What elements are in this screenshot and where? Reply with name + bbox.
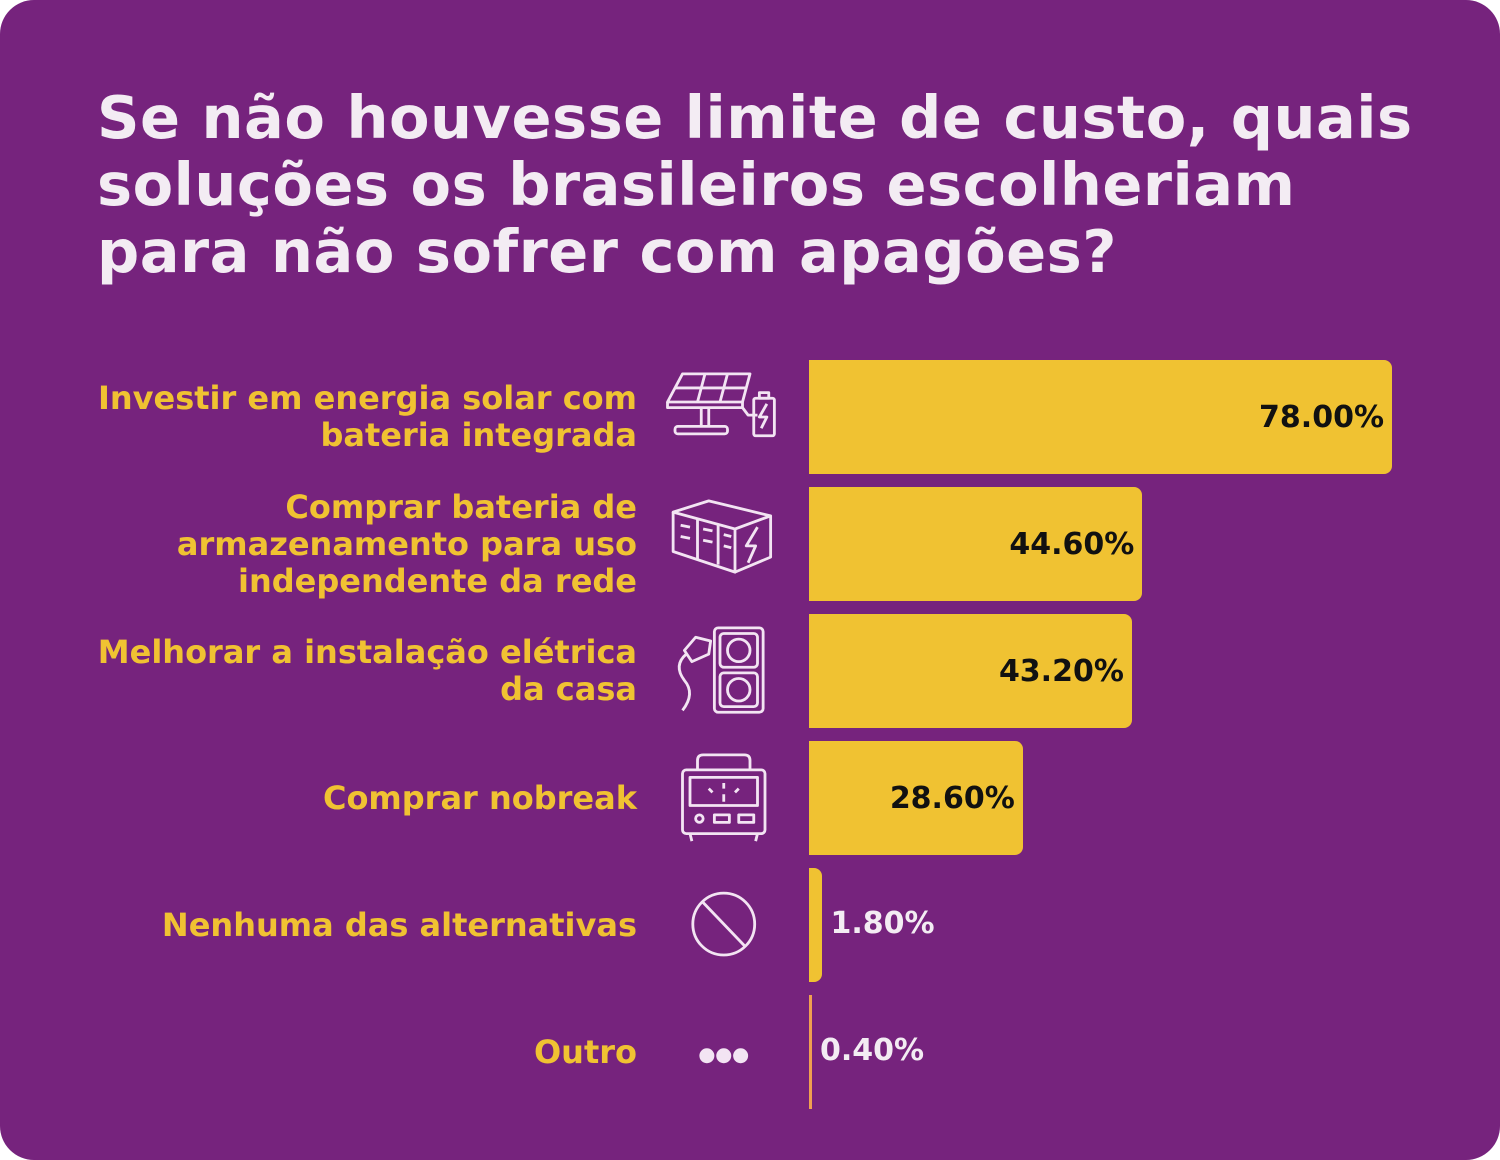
value-label: 1.80%: [830, 905, 935, 941]
value-label: 28.60%: [889, 780, 1015, 816]
battery-storage-icon: [671, 499, 773, 574]
bar: [809, 868, 823, 982]
bar: [809, 741, 1023, 855]
bar: [809, 995, 812, 1109]
chart-title: Se não houvesse limite de custo, quais s…: [97, 83, 1413, 286]
bar-row: Melhorar a instalação elétrica da casa 43…: [0, 614, 1500, 728]
category-label: Melhorar a instalação elétrica da casa: [97, 633, 637, 708]
ellipsis-icon: [699, 1048, 749, 1064]
bar-row: Comprar nobreak 28.60%: [0, 741, 1500, 855]
value-label: 44.60%: [1009, 526, 1135, 562]
bar-row: Investir em energia solar com bateria in…: [0, 360, 1500, 474]
bar: [809, 360, 1392, 474]
value-label: 43.20%: [998, 653, 1124, 689]
category-label: Outro: [533, 1032, 637, 1071]
solar-panel-battery-icon: [666, 372, 776, 438]
bar-row: Outro 0.40%: [0, 995, 1500, 1109]
nobreak-ups-icon: [681, 753, 767, 843]
value-label: 78.00%: [1259, 399, 1384, 435]
bar-row: Nenhuma das alternativas 1.80%: [0, 868, 1500, 982]
prohibited-icon: [691, 891, 757, 957]
value-label: 0.40%: [819, 1032, 925, 1068]
power-outlet-plug-icon: [677, 626, 765, 714]
bar-row: Comprar bateria de armazenamento para us…: [0, 487, 1500, 601]
category-label: Investir em energia solar com bateria in…: [97, 379, 637, 454]
bar: [809, 614, 1132, 728]
category-label: Comprar nobreak: [322, 778, 637, 817]
category-label: Comprar bateria de armazenamento para us…: [176, 487, 637, 600]
bar: [809, 487, 1143, 601]
category-label: Nenhuma das alternativas: [161, 905, 637, 944]
